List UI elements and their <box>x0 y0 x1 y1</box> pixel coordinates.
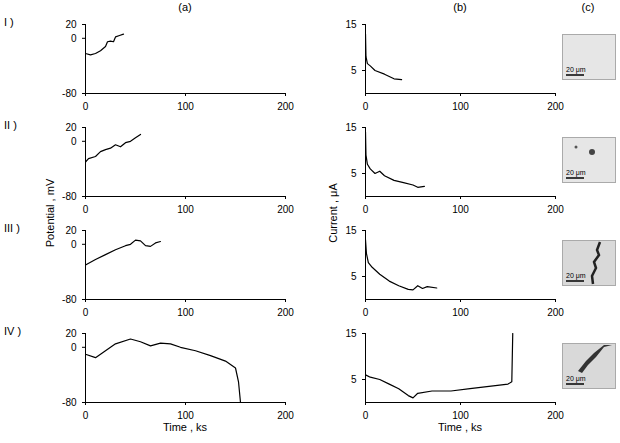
svg-text:-80: -80 <box>62 191 77 202</box>
html-text:I ): I ) <box>4 16 14 28</box>
svg-text:0: 0 <box>71 33 77 44</box>
html-text:II ): II ) <box>4 119 17 131</box>
svg-text:20 μm: 20 μm <box>566 375 586 383</box>
svg-text:100: 100 <box>452 101 469 111</box>
svg-text:100: 100 <box>452 410 469 420</box>
svg-text:20 μm: 20 μm <box>566 169 586 177</box>
svg-text:200: 200 <box>547 410 564 420</box>
svg-text:0: 0 <box>83 307 89 317</box>
svg-text:5: 5 <box>351 168 357 179</box>
svg-text:100: 100 <box>452 307 469 317</box>
svg-text:15: 15 <box>345 328 357 339</box>
svg-text:0: 0 <box>363 410 369 420</box>
html-text:(c): (c) <box>581 1 595 13</box>
svg-text:5: 5 <box>351 65 357 76</box>
html-text:Potential , mV: Potential , mV <box>44 178 56 248</box>
svg-text:-80: -80 <box>62 294 77 305</box>
svg-text:0: 0 <box>71 239 77 250</box>
svg-text:5: 5 <box>351 374 357 385</box>
svg-text:200: 200 <box>277 101 294 111</box>
svg-text:0: 0 <box>83 101 89 111</box>
svg-text:0: 0 <box>71 136 77 147</box>
html-text:Time , ks: Time , ks <box>437 421 483 433</box>
svg-text:20: 20 <box>65 19 77 30</box>
html-text:III ): III ) <box>4 222 20 234</box>
svg-text:0: 0 <box>363 101 369 111</box>
svg-text:15: 15 <box>345 122 357 133</box>
svg-text:0: 0 <box>363 307 369 317</box>
svg-text:20: 20 <box>65 328 77 339</box>
svg-text:100: 100 <box>177 204 194 214</box>
svg-text:20: 20 <box>65 225 77 236</box>
svg-text:200: 200 <box>547 204 564 214</box>
html-text:Time , ks: Time , ks <box>162 421 208 433</box>
svg-text:0: 0 <box>83 204 89 214</box>
svg-text:200: 200 <box>277 307 294 317</box>
html-text:IV ): IV ) <box>4 325 22 337</box>
svg-text:20 μm: 20 μm <box>566 272 586 280</box>
svg-text:100: 100 <box>177 101 194 111</box>
svg-text:100: 100 <box>177 410 194 420</box>
html-text:Current , μA: Current , μA <box>327 183 339 243</box>
svg-text:100: 100 <box>452 204 469 214</box>
svg-text:15: 15 <box>345 225 357 236</box>
svg-text:200: 200 <box>547 101 564 111</box>
svg-text:0: 0 <box>71 342 77 353</box>
svg-text:20: 20 <box>65 122 77 133</box>
svg-text:100: 100 <box>177 307 194 317</box>
html-text:(b): (b) <box>453 1 467 13</box>
svg-text:15: 15 <box>345 19 357 30</box>
svg-text:-80: -80 <box>62 397 77 408</box>
svg-text:0: 0 <box>363 204 369 214</box>
svg-text:0: 0 <box>83 410 89 420</box>
svg-text:5: 5 <box>351 271 357 282</box>
svg-text:200: 200 <box>547 307 564 317</box>
svg-text:200: 200 <box>277 410 294 420</box>
svg-text:-80: -80 <box>62 88 77 99</box>
html-text:(a): (a) <box>178 1 192 13</box>
svg-text:20 μm: 20 μm <box>566 66 586 74</box>
svg-text:200: 200 <box>277 204 294 214</box>
